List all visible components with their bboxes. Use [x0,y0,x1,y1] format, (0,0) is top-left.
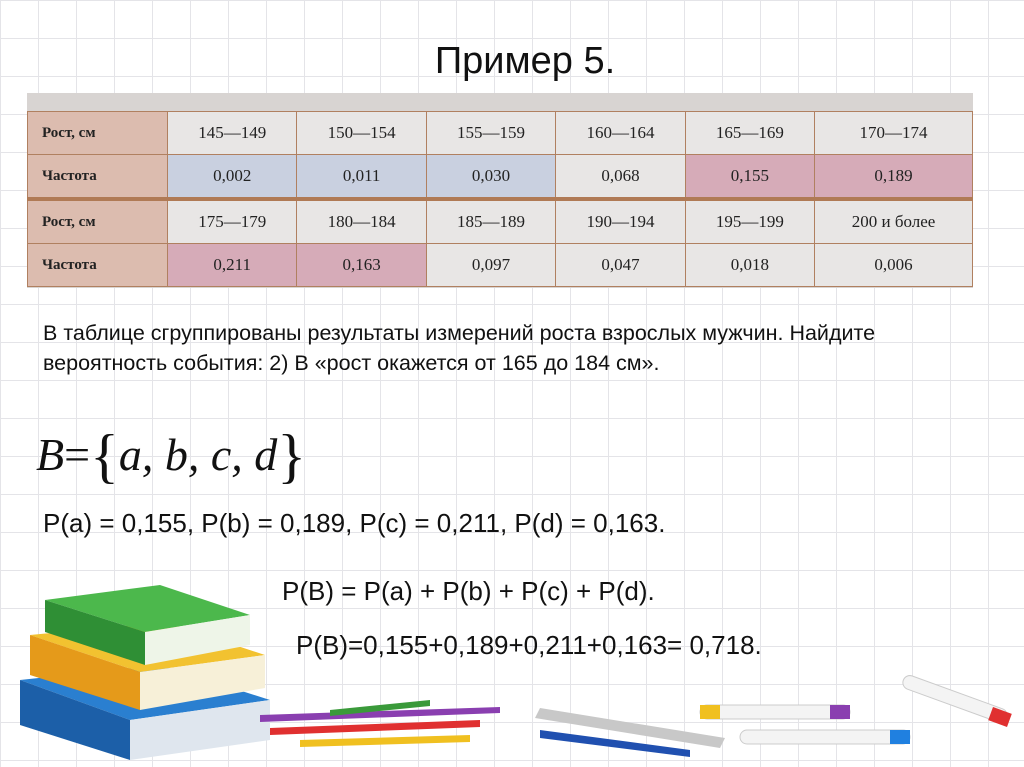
table-cell: 0,068 [555,154,686,200]
table-cell: 145—149 [166,111,298,155]
frequency-table-photo: Рост, см 145—149 150—154 155—159 160—164 165—… [27,93,973,288]
table-cell: 185—189 [425,197,557,244]
probabilities-line: P(a) = 0,155, P(b) = 0,189, P(c) = 0,211… [43,508,666,538]
table-cell: 0,002 [166,154,298,200]
table-cell: 195—199 [684,197,816,244]
table-cell: 0,006 [814,243,973,287]
table-cell: 180—184 [296,197,427,244]
table-cell: 0,189 [814,154,973,200]
table-cell: 190—194 [555,197,686,244]
table-cell: 160—164 [555,111,686,155]
sum-formula-line: P(B) = P(a) + P(b) + P(c) + P(d). [282,576,655,606]
table-cell: 0,030 [425,154,557,200]
slide-title: Пример 5. [434,40,616,82]
table-row: Рост, см 175—179 180—184 185—189 190—194 195—… [27,197,973,244]
row-header: Частота [27,154,168,200]
set-eq: = [64,429,91,480]
table-cell: 165—169 [684,111,816,155]
problem-text: В таблице сгруппированы результаты измер… [43,321,876,375]
table-cell: 175—179 [166,197,298,244]
frequency-table: Рост, см 145—149 150—154 155—159 160—164 165—… [27,111,973,287]
table-cell: 0,047 [555,243,686,287]
set-lhs: B [36,429,65,480]
result-line: P(B)=0,155+0,189+0,211+0,163= 0,718. [296,630,762,660]
table-cell: 0,097 [425,243,557,287]
books-icon [20,585,270,760]
table-cell: 0,155 [684,154,816,200]
set-close: } [277,423,307,489]
table-cell: 170—174 [814,111,973,155]
table-cell: 0,211 [166,243,298,287]
table-row: Частота 0,002 0,011 0,030 0,068 0,155 0,189 [27,154,973,200]
table-cell: 150—154 [296,111,427,155]
table-cell: 0,018 [684,243,816,287]
table-cell: 0,163 [296,243,427,287]
books-and-pencils-illustration [20,585,1012,760]
set-formula: B={a, b, c, d} [36,422,306,491]
table-cell: 155—159 [425,111,557,155]
set-open: { [90,423,119,489]
markers-icon [699,675,1012,745]
table-cell: 200 и более [814,197,973,244]
table-row: Рост, см 145—149 150—154 155—159 160—164 165—… [27,111,973,155]
row-header: Рост, см [27,197,168,244]
row-header: Рост, см [27,111,168,155]
pencils-icon [260,700,725,757]
set-items: a, b, c, d [118,429,278,480]
table-cell: 0,011 [296,154,427,200]
row-header: Частота [27,243,168,287]
table-row: Частота 0,211 0,163 0,097 0,047 0,018 0,006 [27,243,973,287]
